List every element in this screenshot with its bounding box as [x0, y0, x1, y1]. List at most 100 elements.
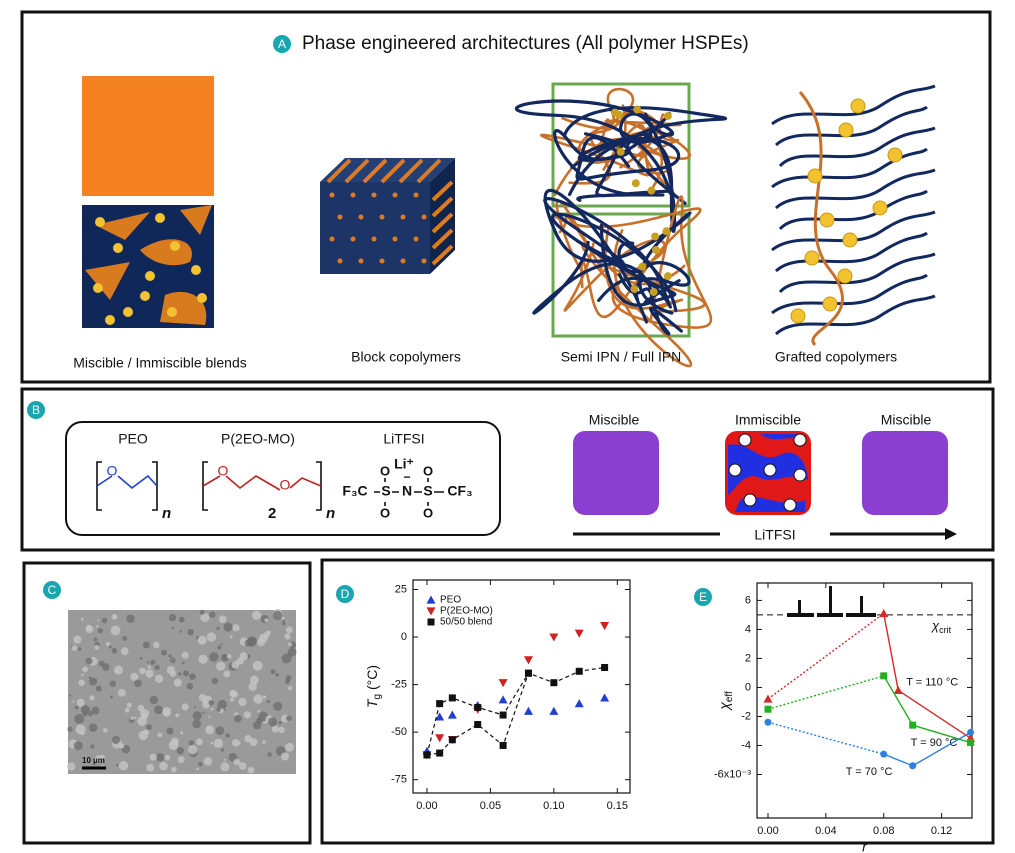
polymer-network [532, 188, 713, 368]
particle [93, 283, 103, 293]
texture [233, 758, 241, 766]
texture [113, 615, 117, 619]
block-dot [392, 192, 398, 198]
texture [257, 709, 261, 713]
texture [209, 611, 216, 618]
texture [239, 652, 248, 661]
texture [223, 708, 227, 711]
panel-title: Phase engineered architectures (All poly… [302, 33, 749, 54]
texture [142, 641, 150, 649]
texture [264, 618, 269, 623]
texture [146, 661, 150, 664]
texture [215, 726, 225, 736]
texture [90, 744, 95, 749]
particle [819, 212, 835, 228]
atom: O [107, 463, 118, 479]
marker [763, 694, 773, 703]
texture [203, 756, 213, 766]
particle [663, 111, 672, 120]
particle [113, 243, 123, 253]
texture [138, 730, 149, 741]
texture [268, 717, 278, 727]
marker [909, 721, 917, 729]
panel-label: E [699, 590, 707, 604]
texture [287, 647, 297, 657]
side-chain [778, 126, 936, 168]
texture [114, 665, 124, 675]
texture [74, 705, 79, 710]
block-dot [400, 258, 406, 264]
block-stripe [431, 196, 454, 218]
texture [281, 621, 286, 626]
block-dot [421, 214, 427, 220]
block-stripe [398, 158, 424, 184]
legend-marker [427, 618, 435, 626]
texture [247, 766, 255, 774]
bonds [96, 461, 444, 511]
marker [764, 718, 772, 726]
marker [967, 739, 975, 747]
texture [281, 653, 292, 664]
legend-marker [426, 595, 436, 604]
texture [133, 716, 137, 720]
texture [126, 614, 135, 623]
texture [168, 613, 177, 622]
block-dot [371, 192, 377, 198]
texture [208, 715, 211, 719]
panel-a-frame [20, 10, 992, 384]
block-stripe [362, 158, 388, 184]
texture [98, 662, 102, 665]
x-axis-label: r [862, 839, 868, 853]
caption: Grafted copolymers [775, 349, 897, 365]
texture [89, 695, 95, 701]
panel-de-frame [320, 558, 995, 845]
texture [73, 741, 83, 751]
block-dot [358, 258, 364, 264]
particle [145, 271, 155, 281]
texture [176, 746, 185, 755]
texture [169, 657, 176, 664]
particle [804, 250, 820, 266]
particle [790, 308, 806, 324]
panel-label: A [278, 37, 286, 51]
texture [130, 716, 134, 721]
particle [652, 245, 661, 254]
marker [549, 633, 559, 642]
texture [103, 727, 108, 733]
block-dot [379, 214, 385, 220]
texture [192, 711, 202, 721]
block-dot [358, 214, 364, 220]
texture [210, 707, 214, 711]
texture [80, 705, 90, 715]
particle [837, 268, 853, 284]
texture [197, 635, 207, 645]
texture [223, 758, 227, 761]
marker [436, 749, 444, 757]
legend-label: 50/50 blend [440, 617, 492, 628]
texture [159, 761, 168, 771]
x-tick-label: 0.00 [757, 825, 778, 837]
particle [807, 168, 823, 184]
texture [216, 661, 226, 671]
texture [96, 625, 99, 628]
texture [71, 645, 78, 651]
texture [182, 670, 189, 677]
texture [238, 762, 247, 770]
repeat-2: 2 [268, 505, 276, 522]
crossing-markers [787, 586, 876, 617]
block-dot [400, 214, 406, 220]
particle [793, 468, 807, 482]
phase-label: Miscible [881, 412, 932, 428]
marker [879, 608, 889, 618]
texture [287, 642, 293, 647]
texture [192, 719, 202, 729]
panel-label: D [341, 587, 350, 601]
texture [196, 767, 199, 771]
y-label-sub: g [372, 694, 383, 700]
block-dot [413, 192, 419, 198]
marker [880, 750, 888, 758]
y-tick-label: 25 [395, 583, 407, 595]
texture [278, 726, 285, 734]
texture [126, 702, 132, 708]
texture [206, 632, 217, 642]
